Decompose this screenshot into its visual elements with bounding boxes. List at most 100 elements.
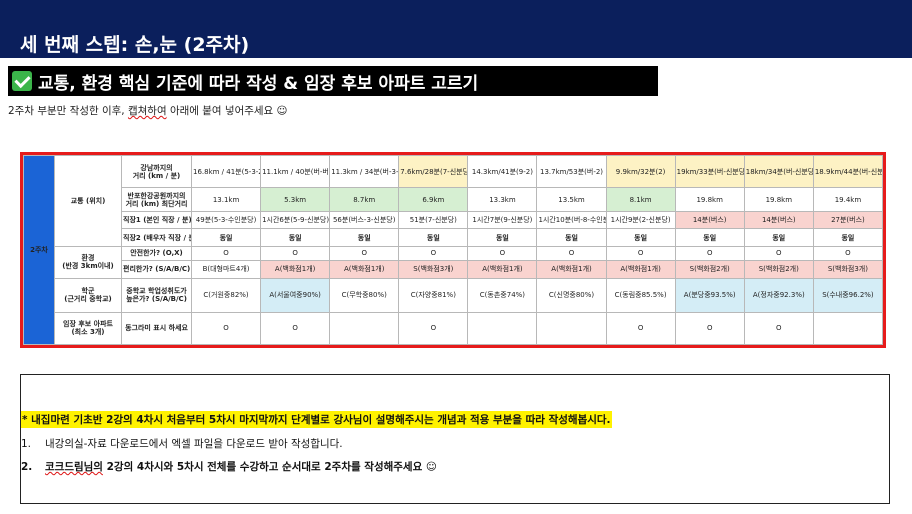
- table-cell[interactable]: 19km/33분(버-신분당): [674, 154, 745, 189]
- table-cell[interactable]: 13.5km: [536, 187, 607, 213]
- table-cell[interactable]: 19.8km: [674, 187, 745, 213]
- table-cell[interactable]: 8.1km: [605, 187, 676, 213]
- table-cell[interactable]: A(백화점1개): [329, 259, 400, 280]
- table-cell[interactable]: 14분(버스): [743, 211, 814, 230]
- table-cell[interactable]: 56분(버스-3-신분당): [329, 211, 400, 230]
- table-cell[interactable]: 동일: [398, 228, 469, 247]
- table-cell[interactable]: 9.9km/32분(2): [605, 154, 676, 189]
- table-cell[interactable]: O: [398, 245, 469, 261]
- criterion-jikjang_spouse: 직장2 (배우자 직장 / 분): [121, 228, 192, 247]
- table-cell[interactable]: C(무학중80%): [329, 278, 400, 313]
- table-cell[interactable]: 13.3km: [467, 187, 538, 213]
- table-cell[interactable]: 1시간7분(9-신분당): [467, 211, 538, 230]
- notes-box: * 내집마련 기초반 2강의 4차시 처음부터 5차시 마지막까지 단계별로 강…: [20, 374, 890, 504]
- table-row: 직장1 (본인 직장 / 분) 49분(5-3-수인분당) 1시간6분(5-9-신분…: [24, 211, 884, 230]
- notes-highlight: * 내집마련 기초반 2강의 4차시 처음부터 5차시 마지막까지 단계별로 강…: [21, 411, 612, 428]
- notes-item-2: 2. 코크드림님의 2강의 4차시와 5차시 전체를 수강하고 순서대로 2주차를…: [21, 459, 437, 474]
- table-cell[interactable]: O: [467, 245, 538, 261]
- table-cell[interactable]: O: [743, 245, 814, 261]
- table-cell[interactable]: 동일: [743, 228, 814, 247]
- table-cell[interactable]: C(동림중85.5%): [605, 278, 676, 313]
- table-cell[interactable]: A(백화점1개): [536, 259, 607, 280]
- table-cell[interactable]: 동일: [536, 228, 607, 247]
- table-cell[interactable]: S(수내중96.2%): [812, 278, 884, 313]
- table-cell[interactable]: S(백화점3개): [812, 259, 884, 280]
- table-row: 직장2 (배우자 직장 / 분) 동일 동일 동일 동일 동일 동일 동일 동일 동일 동일: [24, 228, 884, 247]
- table-cell[interactable]: O: [260, 245, 331, 261]
- instruction-suffix: 아래에 붙여 넣어주세요 ☺: [166, 105, 288, 117]
- table-cell[interactable]: O: [674, 311, 745, 346]
- table-cell[interactable]: O: [743, 311, 814, 346]
- table-cell[interactable]: 18km/34분(버-신분당): [743, 154, 814, 189]
- table-cell[interactable]: 7.6km/28분(7-신분당): [398, 154, 469, 189]
- table-cell[interactable]: C(신명중80%): [536, 278, 607, 313]
- table-cell[interactable]: A(정자중92.3%): [743, 278, 814, 313]
- table-cell[interactable]: [812, 311, 884, 346]
- table-cell[interactable]: 11.1km / 40분(버-버): [260, 154, 331, 189]
- notes-item-1: 1. 내강의실-자료 다운로드에서 엑셀 파일을 다운로드 받아 작성합니다.: [21, 436, 343, 451]
- table-cell[interactable]: 19.8km: [743, 187, 814, 213]
- table-cell[interactable]: [536, 311, 607, 346]
- table-cell[interactable]: 동일: [190, 228, 262, 247]
- notes-item-2-text: 2강의 4차시와 5차시 전체를 수강하고 순서대로 2주차를 작성해주세요 ☺: [102, 461, 437, 473]
- table-cell[interactable]: O: [260, 311, 331, 346]
- table-cell[interactable]: 6.9km: [398, 187, 469, 213]
- table-cell[interactable]: [467, 311, 538, 346]
- table-cell[interactable]: 13.1km: [190, 187, 262, 213]
- criterion-safety: 안전한가? (O,X): [121, 245, 192, 261]
- table-cell[interactable]: 51분(7-신분당): [398, 211, 469, 230]
- table-cell[interactable]: A(백화점1개): [260, 259, 331, 280]
- table-cell[interactable]: B(대형마트4개): [190, 259, 262, 280]
- notes-item-2-num: 2.: [21, 461, 33, 473]
- notes-item-1-text: 내강의실-자료 다운로드에서 엑셀 파일을 다운로드 받아 작성합니다.: [45, 438, 343, 450]
- table-cell[interactable]: C(자양중81%): [398, 278, 469, 313]
- table-cell[interactable]: 동일: [260, 228, 331, 247]
- table-cell[interactable]: A(분당중93.5%): [674, 278, 745, 313]
- table-cell[interactable]: O: [812, 245, 884, 261]
- table-cell[interactable]: 동일: [605, 228, 676, 247]
- table-cell[interactable]: 동일: [329, 228, 400, 247]
- table-cell[interactable]: 49분(5-3-수인분당): [190, 211, 262, 230]
- table-cell[interactable]: 18.9km/44분(버-신분당): [812, 154, 884, 189]
- table-cell[interactable]: 동일: [467, 228, 538, 247]
- table-cell[interactable]: 14분(버스): [674, 211, 745, 230]
- table-cell[interactable]: 19.4km: [812, 187, 884, 213]
- notes-item-1-num: 1.: [21, 438, 32, 450]
- table-cell[interactable]: 1시간9분(2-신분당): [605, 211, 676, 230]
- table-cell[interactable]: O: [536, 245, 607, 261]
- table-cell[interactable]: O: [605, 311, 676, 346]
- table-cell[interactable]: 16.8km / 41분(5-3-2): [190, 154, 262, 189]
- table-cell[interactable]: 14.3km/41분(9-2): [467, 154, 538, 189]
- table-cell[interactable]: O: [605, 245, 676, 261]
- table-cell[interactable]: 5.3km: [260, 187, 331, 213]
- table-cell[interactable]: C(거원중82%): [190, 278, 262, 313]
- table-cell[interactable]: A(백화점1개): [467, 259, 538, 280]
- table-cell[interactable]: A(서울여중90%): [260, 278, 331, 313]
- table-cell[interactable]: S(백화점3개): [398, 259, 469, 280]
- table-cell[interactable]: 13.7km/53분(버-2): [536, 154, 607, 189]
- slide-title: 세 번째 스텝: 손,눈 (2주차): [20, 34, 250, 56]
- table-cell[interactable]: 1시간6분(5-9-신분당): [260, 211, 331, 230]
- table-row: 2주차 교통 (위치) 강남까지의 거리 (km / 분) 16.8km / 41분(5…: [23, 154, 884, 345]
- table-row: 환경 (반경 3km이내) 안전한가? (O,X) O O O O O O O O O O: [24, 245, 884, 280]
- table-cell[interactable]: 동일: [674, 228, 745, 247]
- table-cell[interactable]: O: [674, 245, 745, 261]
- table-cell[interactable]: 동일: [812, 228, 884, 247]
- table-cell[interactable]: 1시간10분(버-8-수인분당): [536, 211, 607, 230]
- table-cell[interactable]: C(동촌중74%): [467, 278, 538, 313]
- table-cell[interactable]: 8.7km: [329, 187, 400, 213]
- criterion-convenience: 편리한가? (S/A/B/C): [121, 259, 192, 280]
- table-cell[interactable]: O: [329, 245, 400, 261]
- table-cell[interactable]: 11.3km / 34분(버-3-2): [329, 154, 400, 189]
- table-cell[interactable]: O: [190, 245, 262, 261]
- table-cell[interactable]: [329, 311, 400, 346]
- category-visit: 임장 후보 아파트 (최소 3개): [54, 311, 122, 346]
- table-cell[interactable]: A(백화점1개): [605, 259, 676, 280]
- table-row: 임장 후보 아파트 (최소 3개) 동그라미 표시 하세요 O O O O O O: [24, 311, 884, 346]
- table-cell[interactable]: 27분(버스): [812, 211, 884, 230]
- table-cell[interactable]: S(백화점2개): [743, 259, 814, 280]
- table-cell[interactable]: O: [398, 311, 469, 346]
- table-cell[interactable]: O: [190, 311, 262, 346]
- table-cell[interactable]: S(백화점2개): [674, 259, 745, 280]
- instruction-wavy: 캡쳐하여: [127, 105, 167, 117]
